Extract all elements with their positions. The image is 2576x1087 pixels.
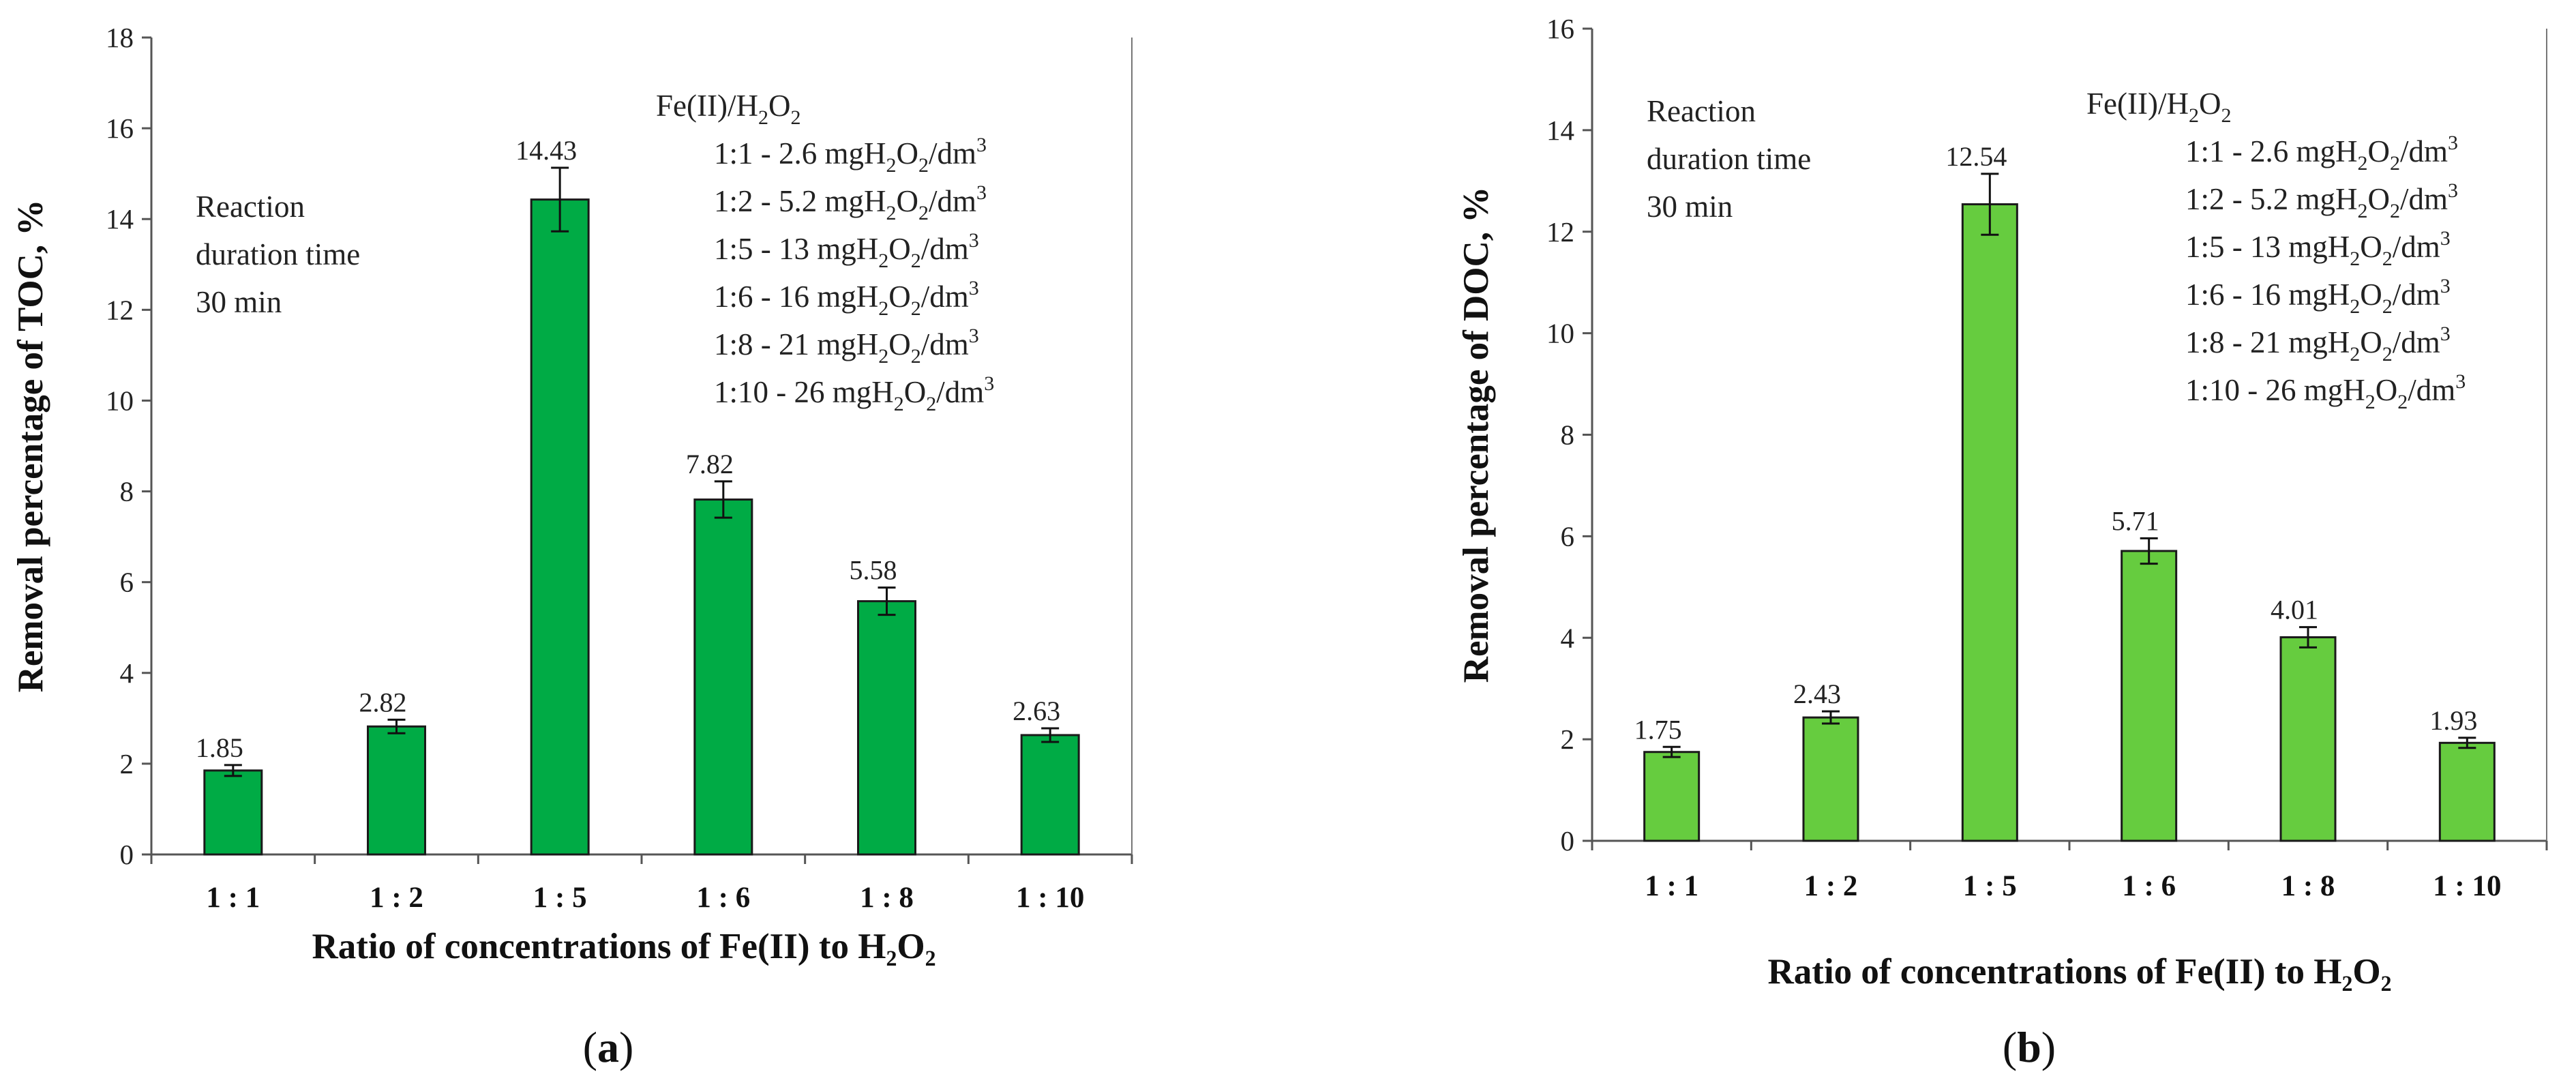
category-label: 1 : 1 [1645, 870, 1698, 902]
reaction-note-line: Reaction [196, 190, 305, 224]
legend-entry: 1:2 - 5.2 mgH2O2/dm3 [2185, 179, 2458, 222]
y-tick-label: 16 [1546, 13, 1574, 44]
category-label: 1 : 6 [2122, 870, 2176, 902]
legend-entry: 1:8 - 21 mgH2O2/dm3 [2185, 323, 2451, 366]
y-axis-title: Removal percentage of DOC, % [1456, 187, 1496, 683]
data-label: 1.93 [2429, 705, 2477, 736]
legend-title: Fe(II)/H2O2 [656, 89, 800, 129]
x-axis-title: Ratio of concentrations of Fe(II) to H₂O… [312, 927, 936, 966]
bar [203, 769, 263, 856]
data-label: 5.58 [850, 555, 897, 586]
y-tick-label: 10 [106, 385, 134, 416]
y-tick-label: 2 [1561, 724, 1575, 755]
legend-entry: 1:10 - 26 mgH2O2/dm3 [2185, 370, 2466, 413]
reaction-note-line: duration time [196, 237, 360, 271]
y-tick-label: 0 [1561, 825, 1575, 857]
category-label: 1 : 5 [533, 882, 587, 914]
legend-entry: 1:5 - 13 mgH2O2/dm3 [714, 229, 979, 272]
bar [2279, 636, 2337, 842]
legend-entry: 1:2 - 5.2 mgH2O2/dm3 [714, 181, 987, 224]
category-label: 1 : 8 [860, 882, 914, 914]
bar [2438, 741, 2496, 842]
panel-label: (b) [2003, 1023, 2056, 1071]
y-tick-label: 8 [120, 476, 134, 507]
data-label: 5.71 [2112, 505, 2159, 536]
legend-entry: 1:1 - 2.6 mgH2O2/dm3 [2185, 132, 2458, 175]
data-label: 2.43 [1793, 679, 1841, 709]
y-tick-label: 14 [1546, 115, 1574, 146]
bar [2121, 550, 2178, 842]
chart-b-doc-removal: 0 2 4 6 8 10 12 14 16 1.75 1 : 1 2.43 1 : 2 12.54 1 : … [1456, 13, 2548, 1071]
y-tick-label: 2 [120, 748, 134, 779]
data-label: 2.63 [1013, 696, 1060, 726]
category-label: 1 : 6 [696, 882, 750, 914]
y-tick-label: 18 [106, 22, 134, 53]
data-label: 4.01 [2271, 595, 2318, 625]
legend-entry: 1:8 - 21 mgH2O2/dm3 [714, 325, 979, 368]
legend-entry: 1:6 - 16 mgH2O2/dm3 [2185, 275, 2451, 318]
y-tick-label: 6 [1561, 520, 1575, 552]
legend-entry: 1:5 - 13 mgH2O2/dm3 [2185, 227, 2451, 270]
bar [1961, 203, 2018, 842]
y-tick-label: 14 [106, 203, 134, 235]
category-label: 1 : 2 [370, 882, 423, 914]
data-label: 2.82 [359, 687, 407, 717]
y-tick-label: 4 [120, 657, 134, 689]
reaction-note-line: 30 min [1647, 190, 1733, 224]
x-axis-title: Ratio of concentrations of Fe(II) to H₂O… [1768, 952, 2392, 992]
reaction-note-line: Reaction [1647, 94, 1756, 128]
y-tick-label: 10 [1546, 318, 1574, 349]
bar [1020, 734, 1080, 856]
legend-entry: 1:1 - 2.6 mgH2O2/dm3 [714, 134, 987, 177]
bar [530, 198, 590, 856]
panel-label: (a) [583, 1023, 634, 1071]
legend-title: Fe(II)/H2O2 [2086, 87, 2231, 127]
bar [367, 725, 426, 856]
bar [1802, 716, 1859, 842]
category-label: 1 : 5 [1963, 870, 2017, 902]
y-tick-label: 12 [106, 294, 134, 325]
category-label: 1 : 8 [2281, 870, 2335, 902]
y-axis-title: Removal percentage of TOC, % [11, 200, 50, 693]
y-tick-label: 8 [1561, 419, 1575, 451]
category-label: 1 : 2 [1804, 870, 1858, 902]
y-tick-label: 0 [120, 839, 134, 870]
y-tick-label: 16 [106, 113, 134, 144]
bar [1643, 751, 1701, 842]
reaction-note-line: duration time [1647, 142, 1811, 176]
category-label: 1 : 10 [2433, 870, 2501, 902]
legend-entry: 1:10 - 26 mgH2O2/dm3 [714, 372, 994, 415]
category-label: 1 : 1 [206, 882, 260, 914]
reaction-note-line: 30 min [196, 285, 282, 319]
y-tick-label: 6 [120, 567, 134, 598]
bar [857, 600, 916, 856]
data-label: 7.82 [686, 449, 734, 479]
data-label: 12.54 [1945, 141, 2007, 172]
y-tick-label: 12 [1546, 216, 1574, 248]
category-label: 1 : 10 [1016, 882, 1084, 914]
data-label: 14.43 [515, 135, 577, 166]
bar [693, 498, 753, 856]
data-label: 1.85 [196, 732, 243, 763]
chart-a-toc-removal: 0 2 4 6 8 10 12 14 16 18 1.85 1 : 1 2.82 1 : 2 14.43 1 … [11, 22, 1133, 1071]
legend-entry: 1:6 - 16 mgH2O2/dm3 [714, 277, 979, 320]
data-label: 1.75 [1634, 714, 1682, 745]
y-tick-label: 4 [1561, 622, 1575, 653]
